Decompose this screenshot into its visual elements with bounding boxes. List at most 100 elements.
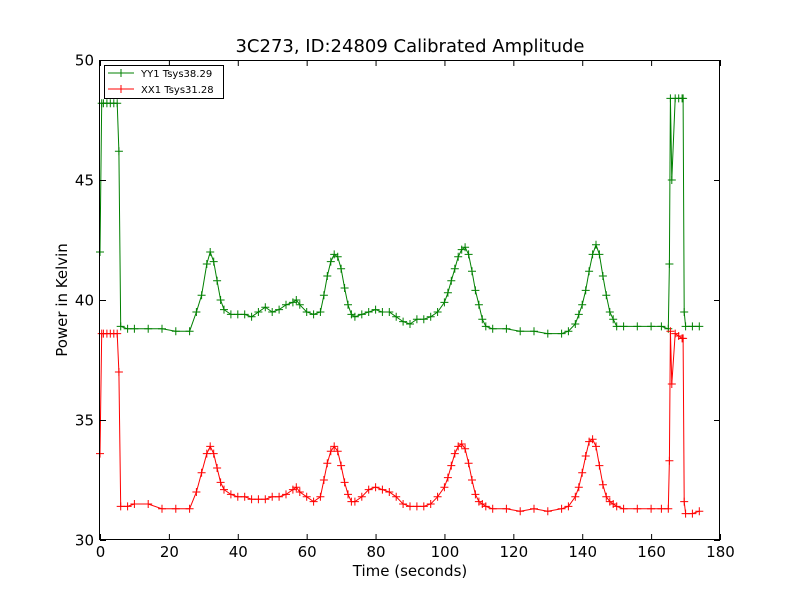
series-point-1 — [433, 492, 442, 501]
series-point-0 — [447, 276, 456, 285]
series-point-0 — [592, 240, 600, 249]
y-tick-label: 40 — [75, 292, 94, 310]
series-point-0 — [130, 324, 139, 333]
series-point-1 — [206, 442, 215, 451]
legend-box — [104, 65, 224, 99]
series-point-1 — [268, 492, 277, 501]
series-point-0 — [688, 322, 697, 331]
series-point-0 — [171, 327, 180, 336]
series-point-1 — [619, 504, 628, 513]
series-point-1 — [192, 488, 201, 496]
series-point-1 — [578, 468, 587, 477]
series-point-0 — [412, 315, 421, 324]
series-point-0 — [213, 276, 222, 285]
series-point-1 — [309, 497, 318, 506]
series-point-0 — [571, 320, 580, 328]
series-point-1 — [457, 440, 466, 448]
series-point-1 — [667, 380, 676, 388]
series-point-0 — [609, 315, 618, 324]
series-point-0 — [461, 243, 470, 252]
series-point-0 — [471, 286, 480, 295]
x-tick-label: 120 — [500, 543, 529, 561]
series-point-1 — [330, 442, 339, 451]
legend-marker-xx1 — [117, 85, 125, 93]
series-point-1 — [695, 507, 704, 516]
series-point-1 — [226, 490, 235, 499]
series-point-0 — [657, 322, 666, 331]
series-point-0 — [344, 300, 352, 309]
series-point-1 — [357, 492, 366, 501]
legend-label-xx1: XX1 Tsys31.28 — [141, 85, 214, 96]
series-point-1 — [681, 509, 690, 518]
x-axis-label: Time (seconds) — [352, 562, 468, 580]
series-point-1 — [240, 492, 249, 501]
series-point-0 — [158, 324, 166, 333]
series-point-0 — [695, 322, 704, 331]
series-point-0 — [564, 327, 573, 336]
series-point-0 — [419, 315, 428, 324]
series-point-0 — [323, 272, 332, 280]
series-point-1 — [319, 476, 328, 484]
series-point-0 — [206, 248, 215, 256]
series-point-1 — [171, 504, 180, 513]
series-point-0 — [254, 308, 263, 316]
series-point-0 — [220, 305, 228, 314]
series-point-1 — [197, 468, 206, 477]
series-point-0 — [144, 324, 153, 333]
series-point-1 — [665, 456, 674, 465]
series-point-0 — [357, 310, 366, 319]
series-point-0 — [612, 322, 621, 331]
series-point-0 — [378, 308, 387, 316]
series-point-1 — [481, 502, 490, 511]
series-point-0 — [333, 252, 342, 261]
y-tick-label: 50 — [75, 52, 94, 70]
series-point-0 — [116, 322, 125, 331]
series-point-1 — [364, 485, 373, 494]
series-point-0 — [602, 291, 611, 300]
series-point-0 — [268, 308, 277, 316]
series-point-1 — [209, 449, 218, 458]
series-point-1 — [399, 500, 408, 508]
series-point-1 — [502, 504, 511, 513]
series-point-0 — [667, 176, 676, 184]
y-tick-label: 30 — [75, 532, 94, 550]
series-point-0 — [581, 286, 590, 295]
series-point-0 — [464, 250, 473, 259]
series-point-1 — [471, 490, 480, 499]
series-point-0 — [681, 322, 690, 331]
series-point-0 — [226, 310, 235, 319]
x-tick-label: 180 — [706, 543, 735, 561]
y-tick-label: 35 — [75, 412, 94, 430]
chart-title: 3C273, ID:24809 Calibrated Amplitude — [235, 36, 584, 57]
x-tick-label: 100 — [431, 543, 460, 561]
series-point-0 — [340, 284, 349, 292]
series-point-0 — [450, 264, 459, 273]
series-point-0 — [364, 308, 373, 316]
axis-ticks: 0 20 40 60 80 100 120 140 160 180 30 35 40 45 50 — [75, 52, 735, 562]
series-point-0 — [595, 250, 604, 259]
series-point-1 — [333, 447, 342, 456]
series-point-1 — [557, 504, 566, 513]
series-point-1 — [647, 504, 656, 513]
series-point-1 — [371, 483, 380, 492]
series-point-1 — [247, 495, 256, 504]
series-point-1 — [612, 502, 621, 511]
series-point-1 — [598, 480, 607, 489]
series-point-1 — [440, 483, 449, 492]
series-point-1 — [564, 502, 573, 511]
series-point-1 — [419, 502, 428, 511]
series-point-1 — [326, 447, 335, 456]
series-point-0 — [233, 310, 242, 319]
series-point-0 — [440, 298, 449, 307]
series-point-1 — [574, 483, 583, 492]
series-point-0 — [371, 305, 380, 314]
series-point-0 — [468, 267, 476, 276]
series-point-0 — [282, 300, 290, 309]
series-point-1 — [337, 461, 346, 470]
series-point-1 — [216, 478, 225, 487]
series-point-1 — [144, 500, 153, 508]
series-point-0 — [350, 312, 359, 321]
series-point-1 — [213, 464, 222, 472]
series-point-1 — [130, 500, 139, 508]
series-point-0 — [578, 300, 587, 309]
